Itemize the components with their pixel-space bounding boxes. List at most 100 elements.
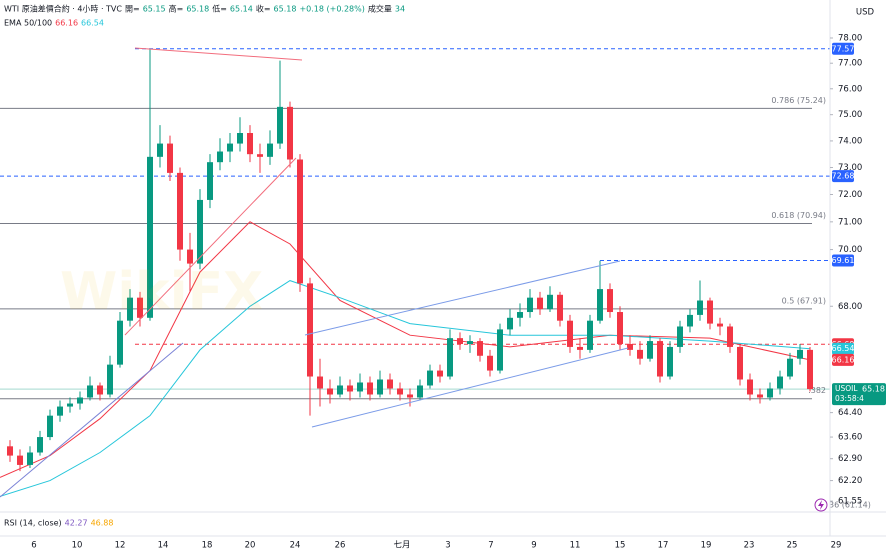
- candle-body: [437, 370, 443, 377]
- candle-body: [807, 349, 813, 390]
- candle-body: [677, 326, 683, 347]
- candle-body: [767, 388, 773, 398]
- y-tick-label: 77.00: [838, 59, 862, 69]
- x-tick-label: 15: [615, 541, 626, 551]
- candle-body: [37, 437, 43, 453]
- candle-body: [427, 370, 433, 386]
- candle-body: [547, 294, 553, 310]
- candle-body: [177, 172, 183, 250]
- legend-text: 低=: [212, 4, 227, 14]
- candle-body: [297, 159, 303, 284]
- x-tick-label: 24: [290, 541, 301, 551]
- y-tick-label: 71.00: [838, 217, 862, 227]
- candle-body: [357, 382, 363, 392]
- plot-area: 0.786 (75.24) 0.618 (70.94) 0.5 (67.91) .38…: [0, 48, 871, 510]
- candle-body: [27, 452, 33, 465]
- candle-body: [647, 341, 653, 359]
- x-tick-label: 14: [158, 541, 169, 551]
- candle-body: [317, 376, 323, 389]
- x-tick-label: 12: [115, 541, 126, 551]
- x-tick-label: 20: [245, 541, 256, 551]
- y-tick-label: 75.00: [838, 110, 862, 120]
- legend-text: 65.14: [230, 5, 253, 14]
- x-tick-label: 25: [787, 541, 798, 551]
- candle-body: [207, 162, 213, 200]
- legend-text: 42.27: [65, 519, 88, 528]
- candle-body: [67, 403, 73, 407]
- x-tick-label: 10: [72, 541, 83, 551]
- candle-body: [417, 385, 423, 398]
- legend-text: 66.54: [81, 19, 104, 28]
- candle-body: [637, 349, 643, 359]
- candle-body: [737, 346, 743, 380]
- candle-body: [237, 133, 243, 144]
- candle-body: [557, 294, 563, 321]
- channel-line: [311, 347, 629, 428]
- x-tick-label: 18: [202, 541, 213, 551]
- fib-label: 36 (61.14): [829, 501, 871, 510]
- candle-body: [157, 143, 163, 157]
- candle-body: [117, 320, 123, 365]
- legend-text: 收=: [256, 4, 271, 14]
- countdown: 03:58:4: [835, 394, 864, 403]
- drawings: [0, 47, 629, 498]
- legend-text: 65.18: [186, 5, 209, 14]
- candle-body: [397, 388, 403, 395]
- candle-body: [17, 455, 23, 465]
- candle-body: [197, 199, 203, 264]
- candle-body: [757, 394, 763, 398]
- fib-label: 0.786 (75.24): [771, 96, 826, 105]
- candle-body: [507, 317, 513, 330]
- y-tick-label: 61.55: [838, 497, 862, 507]
- candle-body: [607, 289, 613, 313]
- candle-body: [447, 338, 453, 377]
- y-tick-label: 72.00: [838, 190, 862, 200]
- watermark: WikiFX: [60, 262, 263, 322]
- x-tick-label: 23: [744, 541, 755, 551]
- legend-text: EMA 50/100: [4, 19, 52, 28]
- x-tick-label: 6: [31, 541, 36, 551]
- candle-body: [307, 283, 313, 377]
- price-label: 66.16: [832, 355, 855, 364]
- candle-body: [227, 143, 233, 152]
- candle-body: [267, 143, 273, 157]
- fib-label: .382: [808, 386, 826, 395]
- candle-body: [407, 394, 413, 398]
- price-label: 66.54: [832, 344, 855, 353]
- y-tick-label: 68.00: [838, 302, 862, 312]
- candle-body: [537, 297, 543, 310]
- trend-line: [134, 47, 303, 61]
- trend-line: [0, 342, 184, 498]
- trend-line: [124, 157, 297, 336]
- candle-body: [747, 379, 753, 395]
- last-price-box: [832, 383, 886, 406]
- y-tick-label: 62.90: [838, 454, 862, 464]
- candle-body: [487, 355, 493, 371]
- legend-text: 成交量: [368, 4, 392, 14]
- candle-body: [717, 323, 723, 327]
- candle-body: [687, 314, 693, 327]
- candle-body: [257, 154, 263, 157]
- legend-text: WTI 原油差價合約 · 4小時 · TVC: [4, 4, 122, 14]
- price-label-box: [832, 353, 854, 366]
- legend-text: +0.18 (+0.28%): [299, 5, 364, 14]
- y-tick-label: 78.00: [838, 33, 862, 43]
- legend-text: 66.16: [55, 19, 78, 28]
- candle-body: [327, 388, 333, 395]
- candle-body: [777, 376, 783, 389]
- candle-body: [627, 344, 633, 350]
- candle-body: [147, 156, 153, 318]
- candle-body: [697, 300, 703, 315]
- y-tick-label: 74.00: [838, 136, 862, 146]
- legend-text: 65.18: [274, 5, 297, 14]
- candle-body: [7, 446, 13, 456]
- price-label-box: [832, 342, 854, 355]
- price-label-box: [832, 254, 854, 267]
- candle-body: [217, 151, 223, 163]
- candle-body: [377, 379, 383, 395]
- y-tick-label: 70.00: [838, 245, 862, 255]
- legend-text: 34: [395, 5, 405, 14]
- last-price-value: 65.18: [862, 385, 885, 394]
- legend: WTI 原油差價合約 · 4小時 · TVC 開= 65.15 高= 65.18 低= 65…: [4, 4, 405, 528]
